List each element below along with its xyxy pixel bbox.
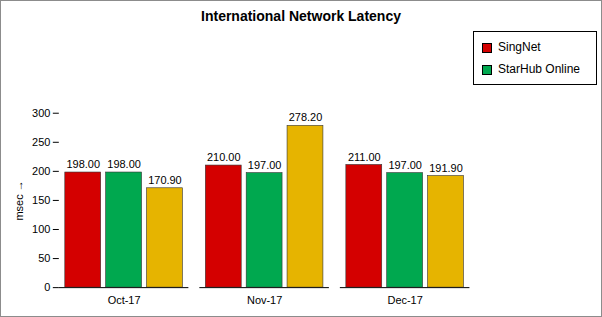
svg-text:197.00: 197.00 bbox=[248, 159, 282, 171]
svg-text:197.00: 197.00 bbox=[388, 159, 422, 171]
svg-text:msec →: msec → bbox=[13, 180, 25, 220]
svg-text:210.00: 210.00 bbox=[207, 151, 241, 163]
svg-text:278.20: 278.20 bbox=[289, 111, 323, 123]
svg-text:Oct-17: Oct-17 bbox=[108, 294, 141, 306]
svg-text:198.00: 198.00 bbox=[66, 158, 100, 170]
svg-text:100: 100 bbox=[32, 223, 50, 235]
svg-text:211.00: 211.00 bbox=[348, 150, 381, 162]
svg-text:0: 0 bbox=[44, 281, 50, 293]
svg-text:170.90: 170.90 bbox=[148, 174, 182, 186]
svg-text:Nov-17: Nov-17 bbox=[247, 294, 282, 306]
svg-text:50: 50 bbox=[38, 252, 50, 264]
html-text:StarHub Online: StarHub Online bbox=[498, 62, 580, 76]
html-text:International Network Latency: International Network Latency bbox=[201, 8, 401, 24]
html-text:SingNet: SingNet bbox=[498, 40, 541, 54]
svg-text:Dec-17: Dec-17 bbox=[387, 294, 422, 306]
svg-text:150: 150 bbox=[32, 194, 50, 206]
svg-text:198.00: 198.00 bbox=[107, 158, 141, 170]
svg-text:200: 200 bbox=[32, 165, 50, 177]
svg-text:191.90: 191.90 bbox=[429, 162, 463, 174]
svg-text:250: 250 bbox=[32, 136, 50, 148]
svg-text:300: 300 bbox=[32, 107, 50, 119]
